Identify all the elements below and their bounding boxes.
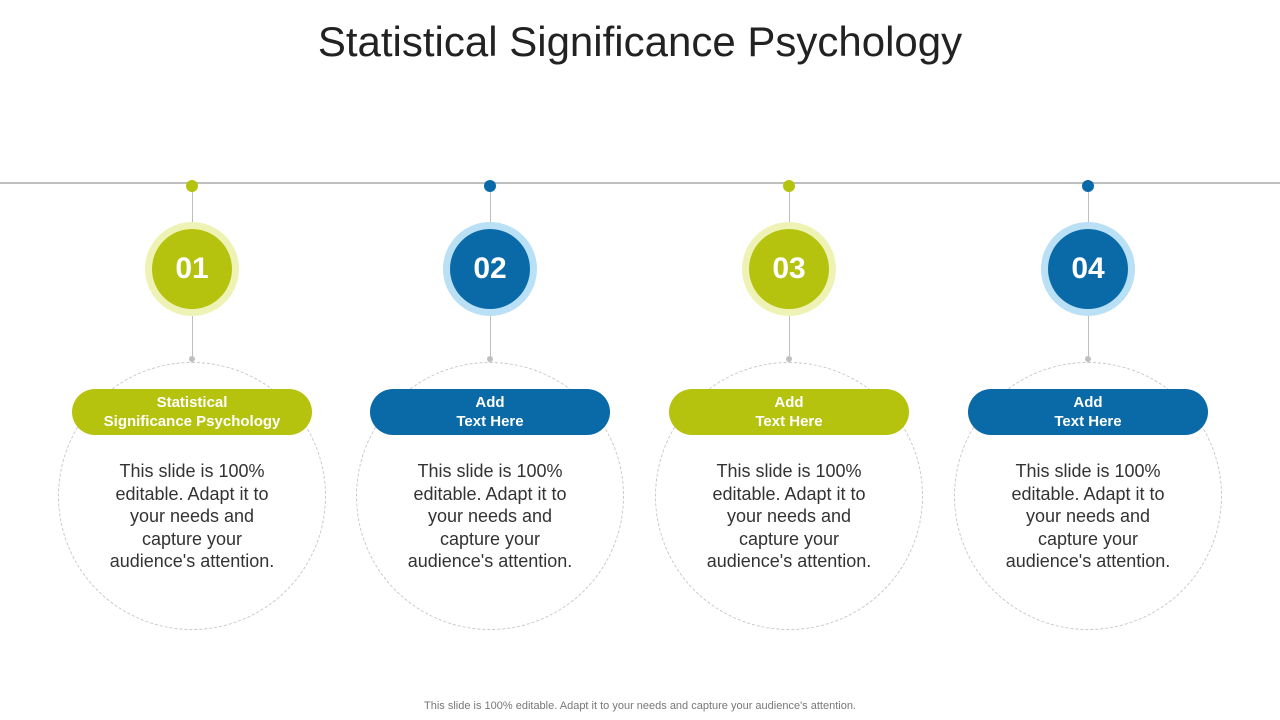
step-3: 03 Add Text Here This slide is 100% edit… [639, 180, 939, 640]
connector-bottom [1087, 316, 1089, 356]
footer-note: This slide is 100% editable. Adapt it to… [424, 700, 856, 712]
step-number: 01 [152, 229, 232, 309]
connector-dot [487, 356, 493, 362]
step-description: This slide is 100% editable. Adapt it to… [706, 461, 872, 571]
step-number: 02 [450, 229, 530, 309]
step-4: 04 Add Text Here This slide is 100% edit… [938, 180, 1238, 640]
dashed-circle [58, 362, 326, 630]
timeline-dot [186, 180, 198, 192]
step-heading: Add Text Here [669, 389, 909, 435]
step-heading: Add Text Here [968, 389, 1208, 435]
connector-top [489, 192, 491, 224]
connector-top [788, 192, 790, 224]
step-1: 01 Statistical Significance Psychology T… [42, 180, 342, 640]
dashed-circle [655, 362, 923, 630]
step-description: This slide is 100% editable. Adapt it to… [1005, 461, 1171, 571]
step-description: This slide is 100% editable. Adapt it to… [109, 461, 275, 571]
step-number: 03 [749, 229, 829, 309]
step-heading: Statistical Significance Psychology [72, 389, 312, 435]
timeline-dot [1082, 180, 1094, 192]
step-2: 02 Add Text Here This slide is 100% edit… [340, 180, 640, 640]
dashed-circle [954, 362, 1222, 630]
connector-dot [1085, 356, 1091, 362]
connector-bottom [489, 316, 491, 356]
connector-bottom [788, 316, 790, 356]
step-number: 04 [1048, 229, 1128, 309]
step-heading: Add Text Here [370, 389, 610, 435]
connector-bottom [191, 316, 193, 356]
timeline-dot [484, 180, 496, 192]
timeline-dot [783, 180, 795, 192]
dashed-circle [356, 362, 624, 630]
connector-dot [189, 356, 195, 362]
connector-dot [786, 356, 792, 362]
connector-top [1087, 192, 1089, 224]
page-title: Statistical Significance Psychology [317, 18, 963, 65]
step-description: This slide is 100% editable. Adapt it to… [407, 461, 573, 571]
timeline-line [0, 182, 1280, 184]
connector-top [191, 192, 193, 224]
